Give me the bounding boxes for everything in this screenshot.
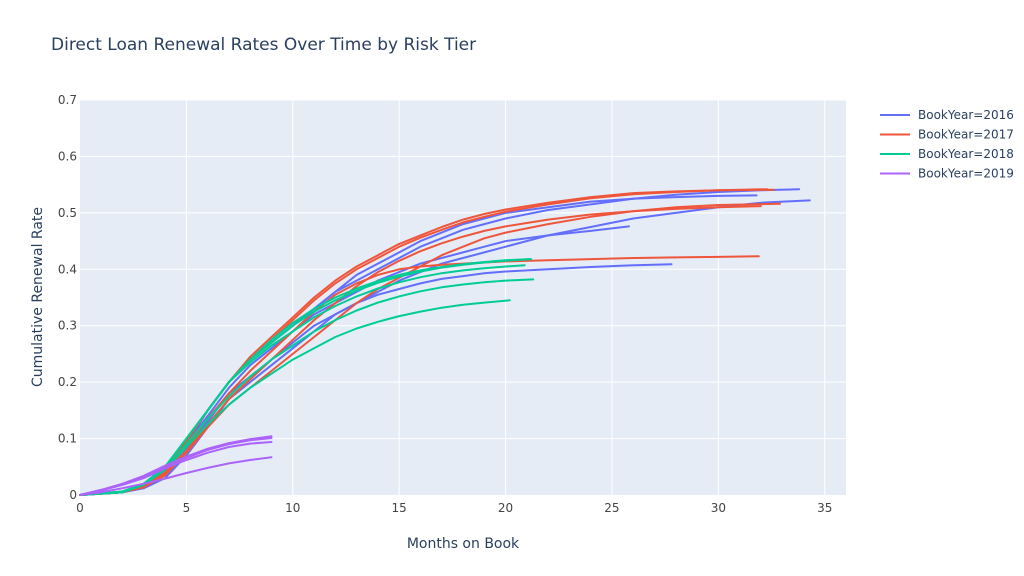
series-line-bookyear-2017-10	[79, 205, 762, 496]
legend-item-bookyear-2017[interactable]: BookYear=2017	[880, 128, 1014, 142]
series-line-bookyear-2017-7	[79, 188, 775, 496]
legend-label: BookYear=2018	[918, 147, 1014, 161]
x-tick-label: 15	[392, 501, 407, 515]
chart-title: Direct Loan Renewal Rates Over Time by R…	[51, 35, 476, 55]
legend-label: BookYear=2019	[918, 167, 1014, 181]
series-line-bookyear-2019-19	[79, 456, 273, 496]
x-axis-title: Months on Book	[407, 536, 520, 552]
legend-item-bookyear-2018[interactable]: BookYear=2018	[880, 147, 1014, 161]
y-tick-label: 0.5	[58, 206, 77, 220]
x-tick-label: 5	[183, 501, 191, 515]
y-tick-label: 0.4	[58, 262, 77, 276]
legend-item-bookyear-2016[interactable]: BookYear=2016	[880, 108, 1014, 122]
x-tick-label: 20	[498, 501, 513, 515]
y-tick-label: 0.2	[58, 375, 77, 389]
y-tick-label: 0	[69, 488, 77, 502]
x-tick-label: 35	[817, 501, 832, 515]
legend: BookYear=2016 BookYear=2017 BookYear=2018 B…	[880, 108, 1014, 181]
x-tick-label: 25	[604, 501, 619, 515]
series-lines	[79, 188, 811, 496]
y-tick-label: 0.3	[58, 319, 77, 333]
x-tick-label: 10	[285, 501, 300, 515]
series-line-bookyear-2016-2	[79, 199, 811, 496]
x-tick-label: 30	[711, 501, 726, 515]
series-line-bookyear-2019-18	[79, 441, 273, 496]
y-axis-ticks: 0 0.1 0.2 0.3 0.4 0.5 0.6 0.7	[58, 93, 77, 502]
y-tick-label: 0.6	[58, 149, 77, 163]
y-axis-title: Cumulative Renewal Rate	[30, 207, 46, 387]
y-tick-label: 0.7	[58, 93, 77, 107]
series-line-bookyear-2018-15	[79, 258, 533, 496]
series-line-bookyear-2017-8	[79, 202, 781, 496]
x-tick-label: 0	[76, 501, 84, 515]
x-axis-ticks: 0 5 10 15 20 25 30 35	[76, 501, 832, 515]
y-tick-label: 0.1	[58, 432, 77, 446]
legend-label: BookYear=2016	[918, 108, 1014, 122]
legend-item-bookyear-2019[interactable]: BookYear=2019	[880, 167, 1014, 181]
legend-label: BookYear=2017	[918, 128, 1014, 142]
grid	[80, 99, 846, 495]
